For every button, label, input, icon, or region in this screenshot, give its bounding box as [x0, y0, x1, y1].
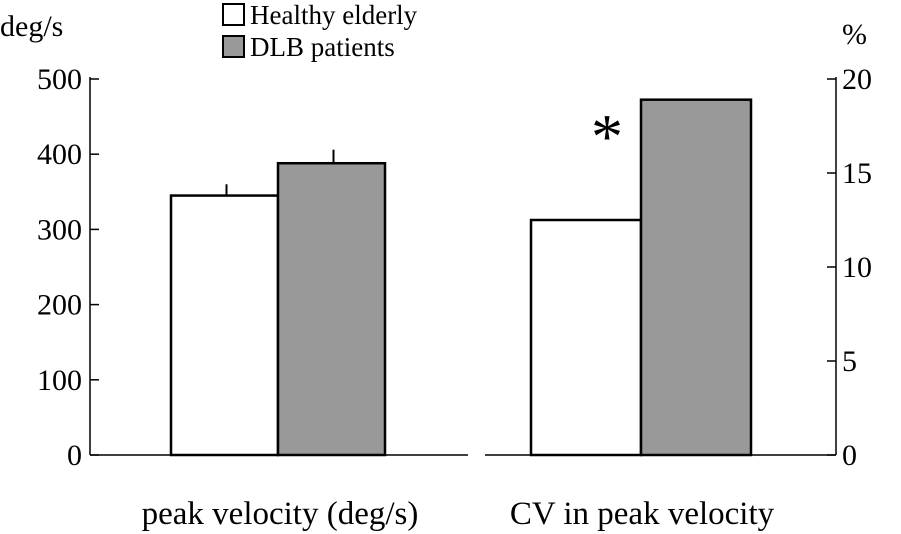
- left-tick-label: 100: [37, 364, 82, 397]
- left-tick-label: 500: [37, 63, 82, 96]
- left-axis: deg/s 0 100 200 300 400 500: [0, 10, 99, 472]
- legend-label-dlb: DLB patients: [250, 32, 395, 62]
- legend-label-healthy: Healthy elderly: [250, 0, 418, 30]
- right-tick-label: 5: [842, 345, 857, 378]
- significance-asterisk: *: [591, 101, 623, 172]
- left-tick-label: 400: [37, 138, 82, 171]
- left-tick-label: 0: [67, 439, 82, 472]
- x-label-peak-velocity: peak velocity (deg/s): [142, 496, 419, 532]
- right-axis-unit: %: [842, 18, 867, 51]
- left-tick-label: 200: [37, 289, 82, 322]
- right-axis: % 0 5 10 15 20: [827, 18, 872, 472]
- x-label-cv: CV in peak velocity: [510, 496, 775, 532]
- left-tick-label: 300: [37, 213, 82, 246]
- right-tick-label: 15: [842, 157, 872, 190]
- left-axis-unit: deg/s: [0, 10, 63, 43]
- bar-peak-velocity-dlb: [276, 161, 387, 457]
- legend: Healthy elderly DLB patients: [222, 0, 418, 62]
- bar-cv-dlb: [639, 98, 753, 457]
- bar-cv-healthy: [529, 218, 643, 457]
- legend-swatch-dlb: [222, 35, 245, 58]
- right-tick-label: 0: [842, 439, 857, 472]
- bar-peak-velocity-healthy: [169, 194, 280, 457]
- right-tick-label: 20: [842, 63, 872, 96]
- legend-swatch-healthy: [222, 3, 245, 26]
- right-tick-label: 10: [842, 251, 872, 284]
